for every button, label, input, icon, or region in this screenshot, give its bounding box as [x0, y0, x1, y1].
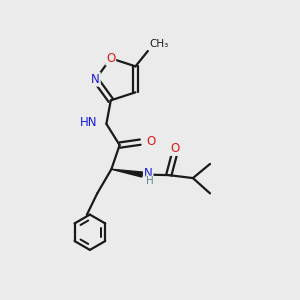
Polygon shape — [111, 169, 143, 177]
Text: O: O — [106, 52, 116, 65]
Text: O: O — [147, 135, 156, 148]
Text: CH₃: CH₃ — [149, 39, 169, 49]
Text: N: N — [91, 73, 100, 86]
Text: H: H — [146, 176, 154, 186]
Text: N: N — [144, 167, 152, 180]
Text: HN: HN — [80, 116, 97, 129]
Text: O: O — [170, 142, 179, 155]
